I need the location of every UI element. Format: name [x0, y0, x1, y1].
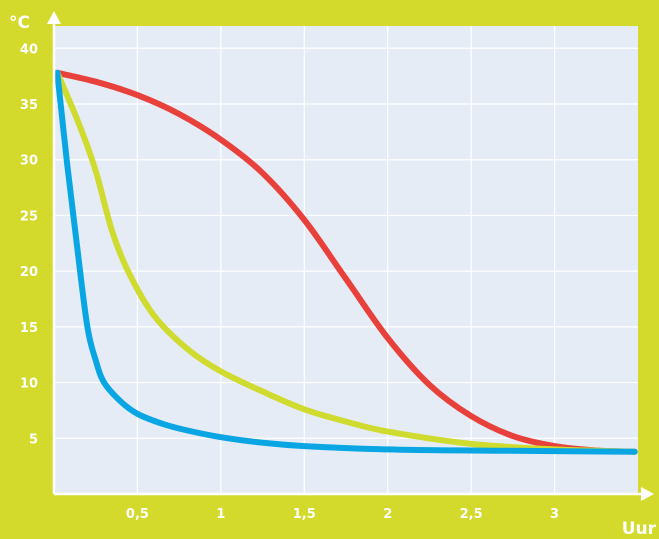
y-tick-label: 20 — [20, 265, 38, 280]
y-axis-arrow-icon — [47, 11, 61, 24]
x-tick-label: 0,5 — [126, 507, 149, 522]
series-line-1 — [54, 69, 638, 455]
x-tick-label: 1 — [216, 507, 225, 522]
x-tick-label: 3 — [550, 507, 559, 522]
y-tick-label: 30 — [20, 154, 38, 169]
y-axis-label: °C — [9, 13, 30, 33]
y-tick-label: 15 — [20, 321, 38, 336]
x-tick-label: 1,5 — [293, 507, 316, 522]
y-tick-label: 40 — [20, 42, 38, 57]
x-axis-label: Uur — [622, 519, 657, 539]
y-tick-label: 10 — [20, 377, 38, 392]
y-tick-label: 35 — [20, 98, 38, 113]
y-tick-label: 5 — [29, 432, 38, 447]
x-axis-arrow-icon — [641, 487, 654, 501]
y-tick-label: 25 — [20, 209, 38, 224]
axes — [47, 11, 654, 501]
x-tick-label: 2 — [383, 507, 392, 522]
series-layer — [54, 69, 638, 455]
x-tick-label: 2,5 — [460, 507, 483, 522]
series-line-3 — [54, 69, 638, 455]
series-line-2 — [54, 69, 638, 455]
